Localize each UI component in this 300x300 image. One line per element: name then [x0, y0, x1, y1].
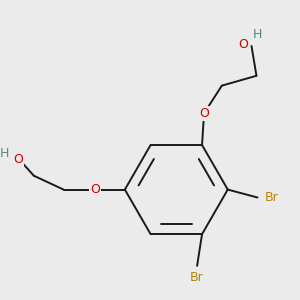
Text: O: O: [13, 153, 23, 167]
Text: O: O: [199, 107, 209, 120]
Text: Br: Br: [264, 191, 278, 204]
Text: O: O: [239, 38, 248, 51]
Text: Br: Br: [190, 271, 204, 284]
Text: H: H: [253, 28, 262, 41]
Text: H: H: [0, 148, 9, 160]
Text: O: O: [90, 183, 100, 196]
